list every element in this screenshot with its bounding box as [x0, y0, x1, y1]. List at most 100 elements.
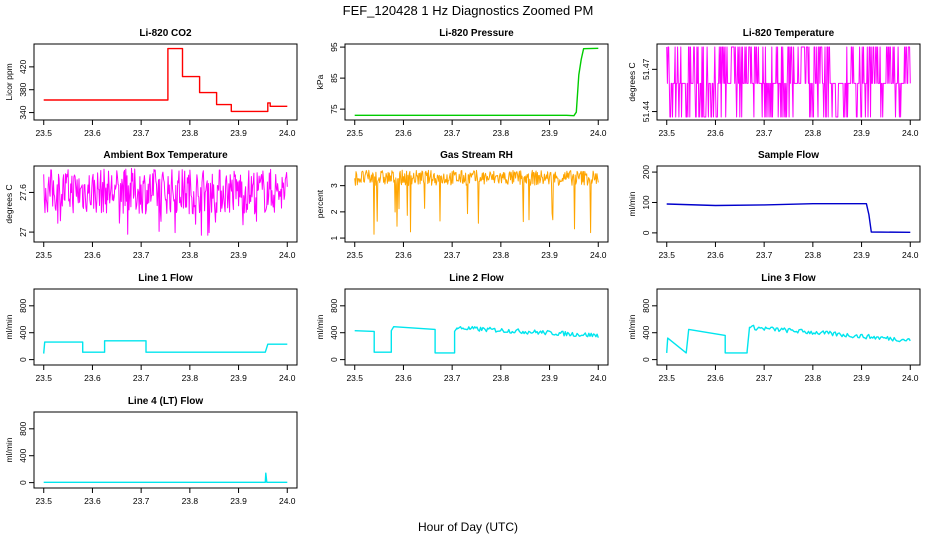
x-tick-label: 23.5 — [346, 128, 363, 138]
x-tick-label: 23.5 — [658, 373, 675, 383]
x-tick-label: 23.9 — [230, 373, 247, 383]
panel-1: Li-820 CO2 23.5 23.6 23.7 23.8 23.9 24.0 340 380… — [4, 28, 298, 138]
y-axis-label: ml/min — [627, 191, 637, 216]
y-tick-label: 0 — [329, 357, 339, 362]
y-tick-label: 340 — [18, 105, 28, 119]
x-tick-label: 23.8 — [182, 496, 199, 506]
y-tick-label: 420 — [18, 59, 28, 73]
series-line — [666, 324, 911, 354]
series-line — [666, 46, 911, 118]
x-tick-label: 24.0 — [279, 250, 296, 260]
x-axis-label: Hour of Day (UTC) — [418, 520, 518, 534]
series-line — [354, 169, 599, 235]
x-tick-label: 23.5 — [35, 250, 52, 260]
x-tick-label: 23.7 — [133, 496, 150, 506]
x-tick-label: 23.8 — [493, 250, 510, 260]
y-tick-label: 85 — [329, 73, 339, 83]
x-tick-label: 23.7 — [756, 250, 773, 260]
x-tick-label: 23.6 — [84, 496, 101, 506]
y-tick-label: 1 — [329, 235, 339, 240]
x-tick-label: 24.0 — [279, 496, 296, 506]
panel-title: Line 1 Flow — [138, 273, 193, 284]
x-tick-label: 23.9 — [230, 250, 247, 260]
y-tick-label: 800 — [329, 298, 339, 312]
y-tick-label: 400 — [329, 325, 339, 339]
x-tick-label: 23.5 — [658, 250, 675, 260]
x-tick-label: 23.8 — [182, 128, 199, 138]
x-tick-label: 23.8 — [182, 250, 199, 260]
x-tick-label: 23.8 — [493, 373, 510, 383]
series-line — [354, 325, 599, 354]
x-tick-label: 23.6 — [84, 128, 101, 138]
y-axis-label: degrees C — [4, 184, 14, 223]
x-tick-label: 23.7 — [756, 373, 773, 383]
y-axis-label: Licor ppm — [4, 63, 14, 100]
panel-title: Li-820 CO2 — [139, 28, 192, 39]
y-tick-label: 400 — [641, 325, 651, 339]
x-tick-label: 24.0 — [590, 128, 607, 138]
y-tick-label: 2 — [329, 209, 339, 214]
x-tick-label: 23.9 — [853, 373, 870, 383]
y-tick-label: 51.47 — [641, 58, 651, 80]
x-tick-label: 24.0 — [279, 128, 296, 138]
x-tick-label: 23.7 — [444, 128, 461, 138]
y-tick-label: 200 — [641, 165, 651, 179]
x-tick-label: 24.0 — [279, 373, 296, 383]
x-tick-label: 24.0 — [902, 250, 919, 260]
y-axis-label: kPa — [315, 74, 325, 89]
plot-frame — [344, 288, 609, 366]
series-line — [43, 47, 288, 113]
series-line — [354, 47, 599, 117]
series-line — [43, 167, 288, 236]
plot-frame — [33, 165, 298, 243]
x-tick-label: 23.7 — [133, 250, 150, 260]
x-tick-label: 24.0 — [590, 250, 607, 260]
x-tick-label: 23.9 — [853, 128, 870, 138]
x-tick-label: 23.5 — [35, 496, 52, 506]
y-tick-label: 800 — [641, 298, 651, 312]
plot-frame — [656, 288, 921, 366]
x-tick-label: 23.6 — [395, 128, 412, 138]
x-tick-label: 24.0 — [902, 373, 919, 383]
plot-frame — [344, 43, 609, 121]
y-tick-label: 0 — [18, 480, 28, 485]
panel-title: Li-820 Pressure — [439, 28, 514, 39]
panel-7: Line 1 Flow 23.5 23.6 23.7 23.8 23.9 24.0 0 400 8… — [4, 273, 298, 383]
x-tick-label: 23.5 — [35, 373, 52, 383]
series-line — [666, 203, 911, 233]
panel-4: Ambient Box Temperature 23.5 23.6 23.7 23.8 2… — [4, 150, 298, 260]
panel-title: Line 4 (LT) Flow — [128, 396, 204, 407]
panel-8: Line 2 Flow 23.5 23.6 23.7 23.8 23.9 24.0 0 400 8… — [315, 273, 609, 383]
y-axis-label: ml/min — [315, 314, 325, 339]
y-tick-label: 95 — [329, 42, 339, 52]
y-tick-label: 51.44 — [641, 101, 651, 123]
x-tick-label: 23.8 — [805, 373, 822, 383]
panel-title: Ambient Box Temperature — [103, 150, 228, 161]
panel-9: Line 3 Flow 23.5 23.6 23.7 23.8 23.9 24.0 0 400 8… — [627, 273, 921, 383]
x-tick-label: 23.9 — [230, 128, 247, 138]
y-tick-label: 400 — [18, 325, 28, 339]
x-tick-label: 23.7 — [133, 373, 150, 383]
x-tick-label: 23.6 — [395, 250, 412, 260]
y-tick-label: 800 — [18, 298, 28, 312]
x-tick-label: 23.5 — [346, 250, 363, 260]
y-axis-label: ml/min — [4, 437, 14, 462]
panel-title: Line 3 Flow — [761, 273, 816, 284]
x-tick-label: 23.8 — [805, 250, 822, 260]
y-tick-label: 380 — [18, 82, 28, 96]
y-tick-label: 3 — [329, 183, 339, 188]
x-tick-label: 23.8 — [493, 128, 510, 138]
x-tick-label: 23.5 — [658, 128, 675, 138]
x-tick-label: 23.9 — [541, 128, 558, 138]
x-tick-label: 23.9 — [541, 250, 558, 260]
panel-title: Sample Flow — [758, 150, 819, 161]
x-tick-label: 23.7 — [133, 128, 150, 138]
plot-frame — [33, 288, 298, 366]
y-axis-label: ml/min — [627, 314, 637, 339]
x-tick-label: 23.6 — [84, 373, 101, 383]
x-tick-label: 23.6 — [395, 373, 412, 383]
panel-10: Line 4 (LT) Flow 23.5 23.6 23.7 23.8 23.9 24.0… — [4, 396, 298, 506]
y-axis-label: degrees C — [627, 62, 637, 101]
